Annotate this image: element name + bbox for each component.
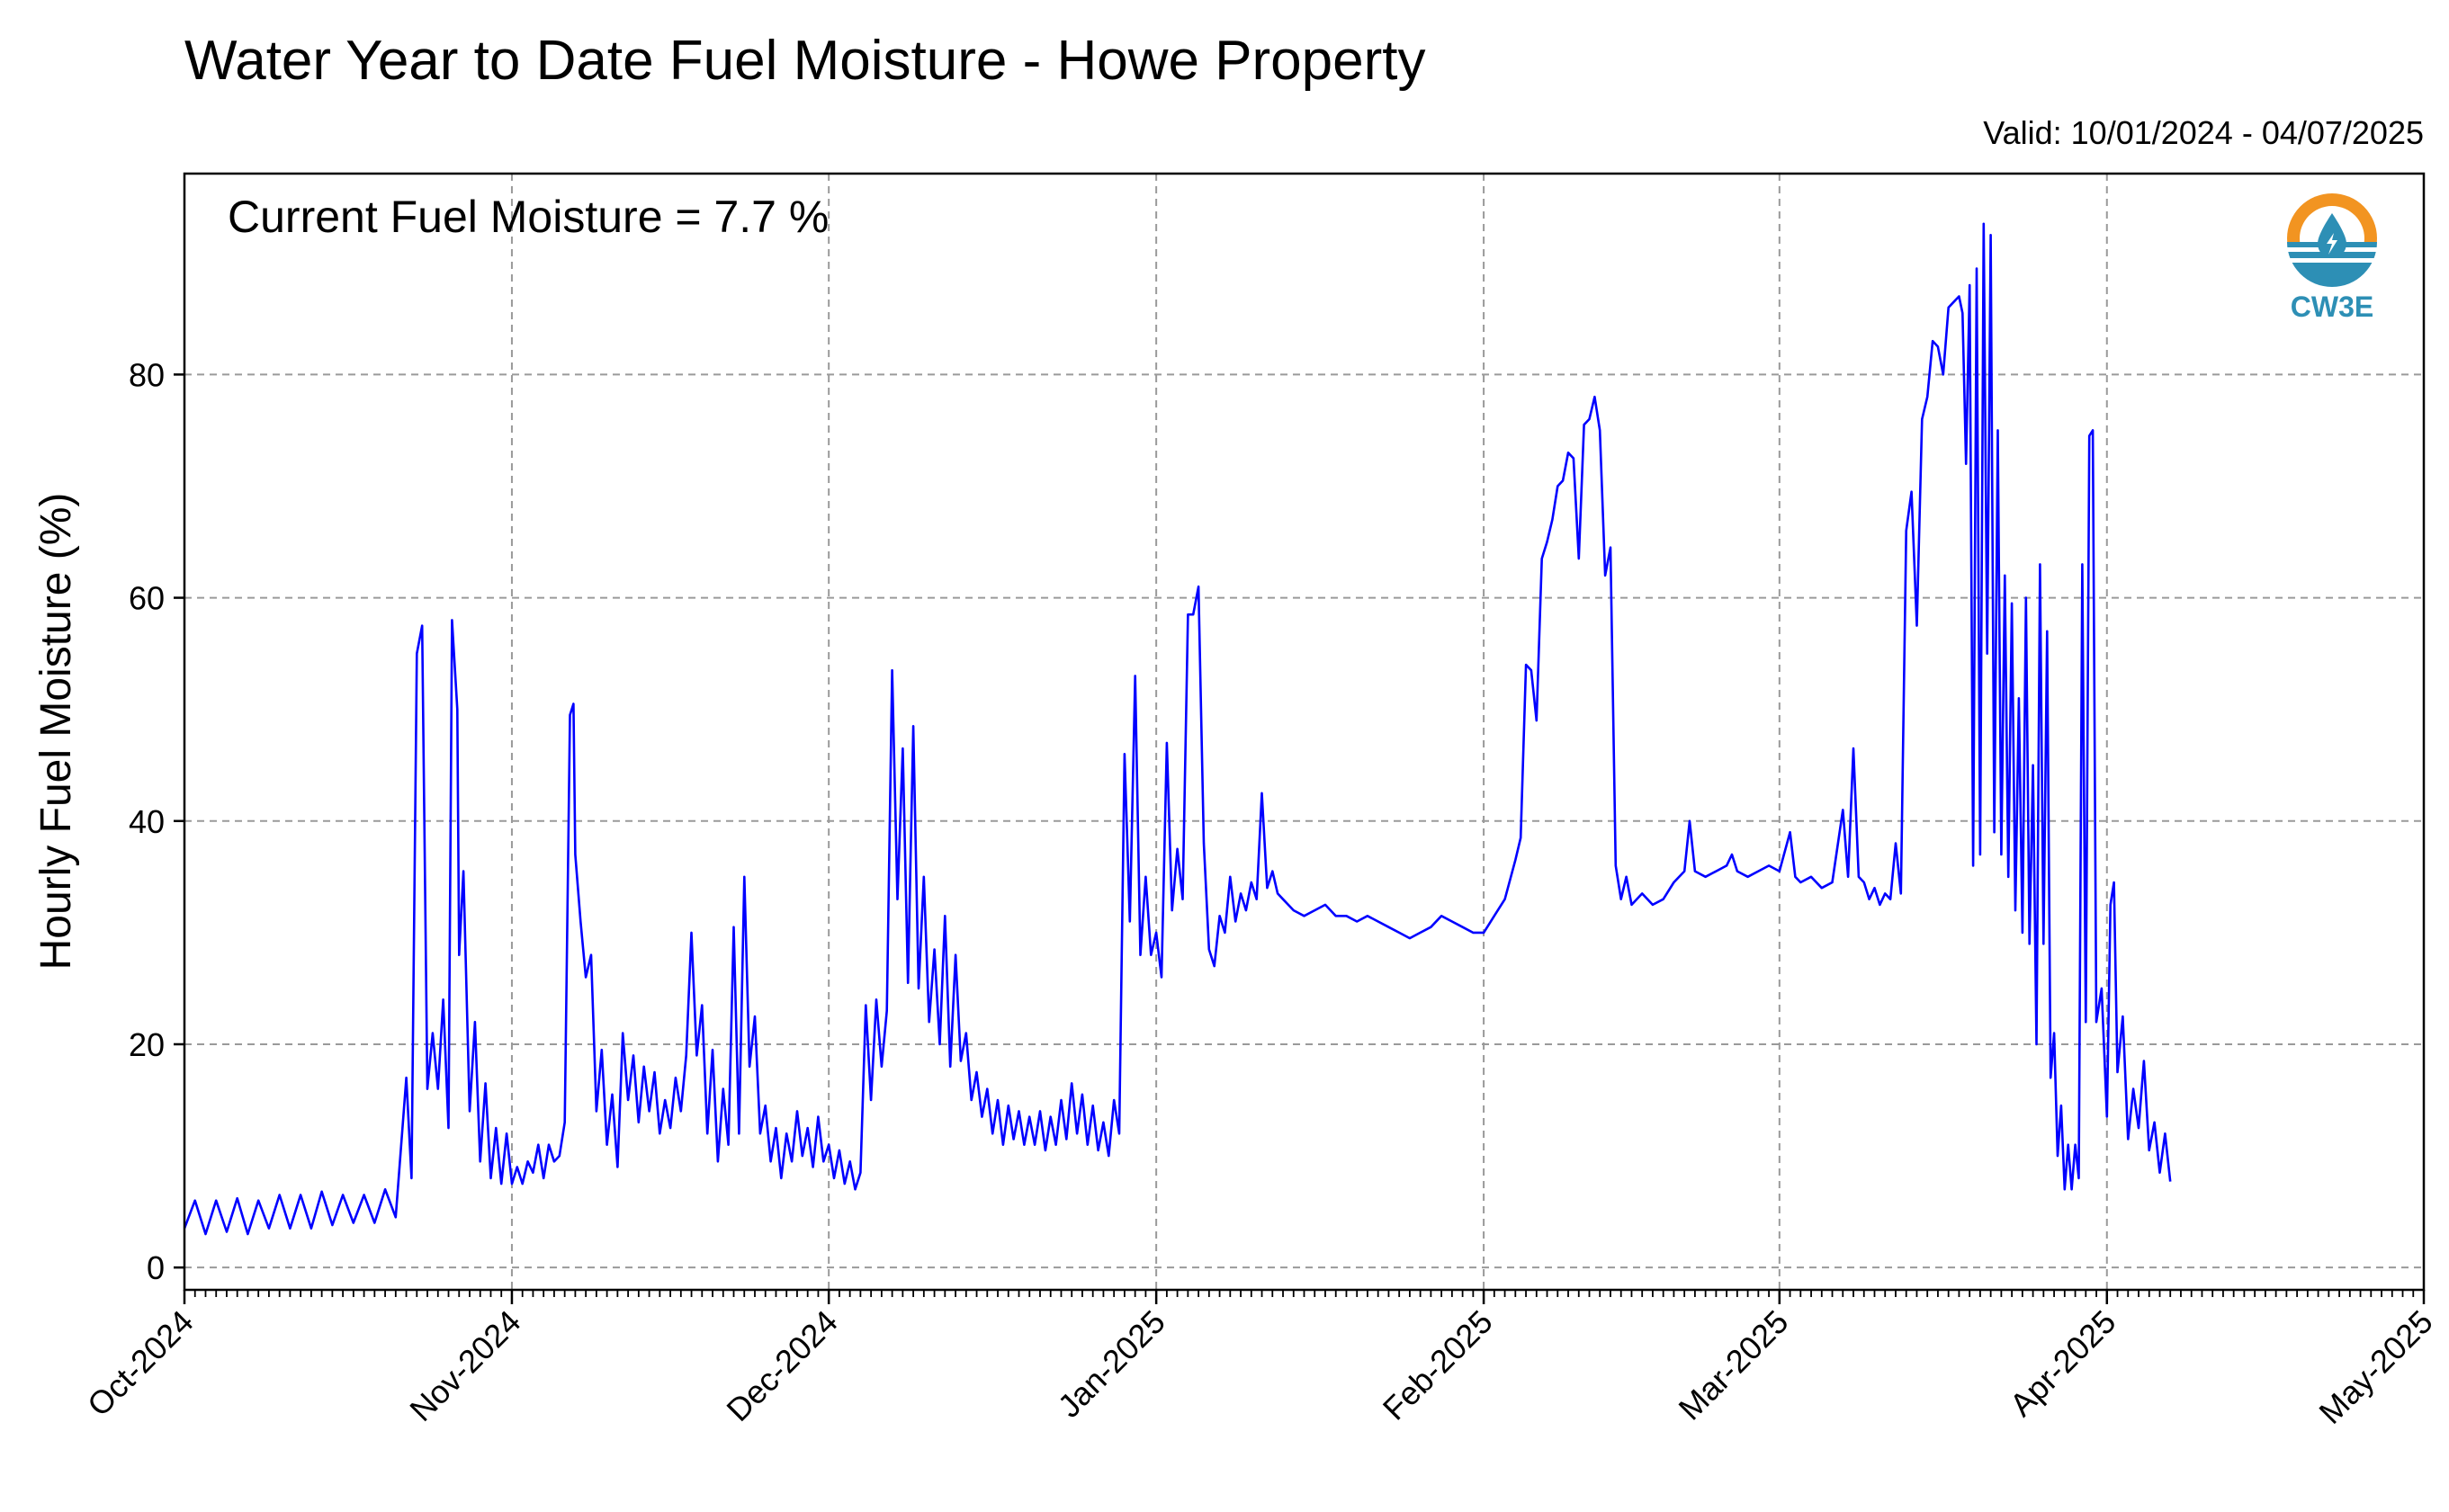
cw3e-logo-text: CW3E — [2291, 291, 2373, 323]
x-tick-label: Nov-2024 — [402, 1303, 527, 1428]
fuel-moisture-series-line — [183, 222, 2172, 1236]
y-tick-label: 20 — [129, 1026, 165, 1063]
y-axis-label: Hourly Fuel Moisture (%) — [32, 493, 80, 971]
x-tick-label: Dec-2024 — [719, 1303, 844, 1428]
x-tick-label: Apr-2025 — [2003, 1303, 2123, 1424]
chart-title: Water Year to Date Fuel Moisture - Howe … — [184, 30, 1426, 92]
series-layer — [183, 222, 2172, 1236]
x-tick-label: Jan-2025 — [1051, 1303, 1172, 1425]
y-tick-label: 0 — [147, 1249, 165, 1286]
x-tick-label: Oct-2024 — [80, 1303, 201, 1424]
valid-date-range: Valid: 10/01/2024 - 04/07/2025 — [1983, 114, 2424, 151]
x-tick-label: Feb-2025 — [1376, 1303, 1500, 1427]
cw3e-logo-icon — [2287, 193, 2377, 287]
current-fuel-moisture-annotation: Current Fuel Moisture = 7.7 % — [228, 192, 829, 242]
y-tick-label: 60 — [129, 580, 165, 617]
y-tick-label: 80 — [129, 356, 165, 393]
x-tick-label: May-2025 — [2311, 1303, 2439, 1431]
x-tick-label: Mar-2025 — [1672, 1303, 1796, 1427]
cw3e-logo: CW3E — [2287, 193, 2377, 323]
y-tick-label: 40 — [129, 803, 165, 840]
